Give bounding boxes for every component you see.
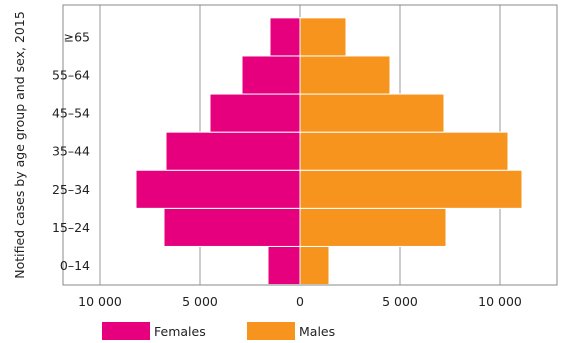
bar-females-15–24 bbox=[163, 207, 301, 247]
legend-label-males: Males bbox=[299, 324, 335, 339]
x-tick-label-2: 0 bbox=[296, 294, 304, 309]
bar-females-55–64 bbox=[241, 55, 301, 95]
y-tick-label-3: 35–44 bbox=[52, 144, 90, 159]
legend-label-females: Females bbox=[154, 324, 206, 339]
bar-males-0–14 bbox=[299, 245, 330, 286]
bar-males-45–54 bbox=[299, 93, 445, 133]
bar-males-55–64 bbox=[299, 55, 391, 95]
y-tick-label-5: 55–64 bbox=[52, 68, 90, 83]
x-tick-label-3: 5 000 bbox=[382, 294, 418, 309]
bar-females-0–14 bbox=[267, 245, 301, 286]
bar-females-45–54 bbox=[209, 93, 301, 133]
legend-swatch-females bbox=[102, 322, 150, 340]
x-tick-label-1: 5 000 bbox=[182, 294, 218, 309]
y-tick-label-1: 15–24 bbox=[52, 220, 90, 235]
y-tick-labels: 0–14 15–24 25–34 35–44 45–54 55–64 ≥65 bbox=[52, 29, 90, 273]
bar-males-≥65 bbox=[299, 17, 347, 57]
bar-males-35–44 bbox=[299, 131, 509, 171]
y-tick-label-6: ≥65 bbox=[64, 29, 90, 44]
y-tick-label-0: 0–14 bbox=[60, 258, 90, 273]
y-tick-label-4: 45–54 bbox=[52, 106, 90, 121]
bar-females-25–34 bbox=[135, 169, 301, 209]
y-axis-title: Notified cases by age group and sex, 201… bbox=[12, 11, 27, 279]
legend-swatch-males bbox=[247, 322, 295, 340]
bar-males-15–24 bbox=[299, 207, 447, 247]
plot-frame bbox=[62, 4, 558, 286]
x-tick-labels: 10 000 5 000 0 5 000 10 000 bbox=[78, 294, 522, 309]
legend: Females Males bbox=[102, 322, 335, 340]
x-tick-label-4: 10 000 bbox=[478, 294, 522, 309]
bars bbox=[135, 17, 523, 286]
bar-males-25–34 bbox=[299, 169, 523, 209]
bar-females-≥65 bbox=[269, 17, 301, 57]
y-tick-label-2: 25–34 bbox=[52, 182, 90, 197]
x-tick-label-0: 10 000 bbox=[78, 294, 122, 309]
bar-females-35–44 bbox=[165, 131, 301, 171]
